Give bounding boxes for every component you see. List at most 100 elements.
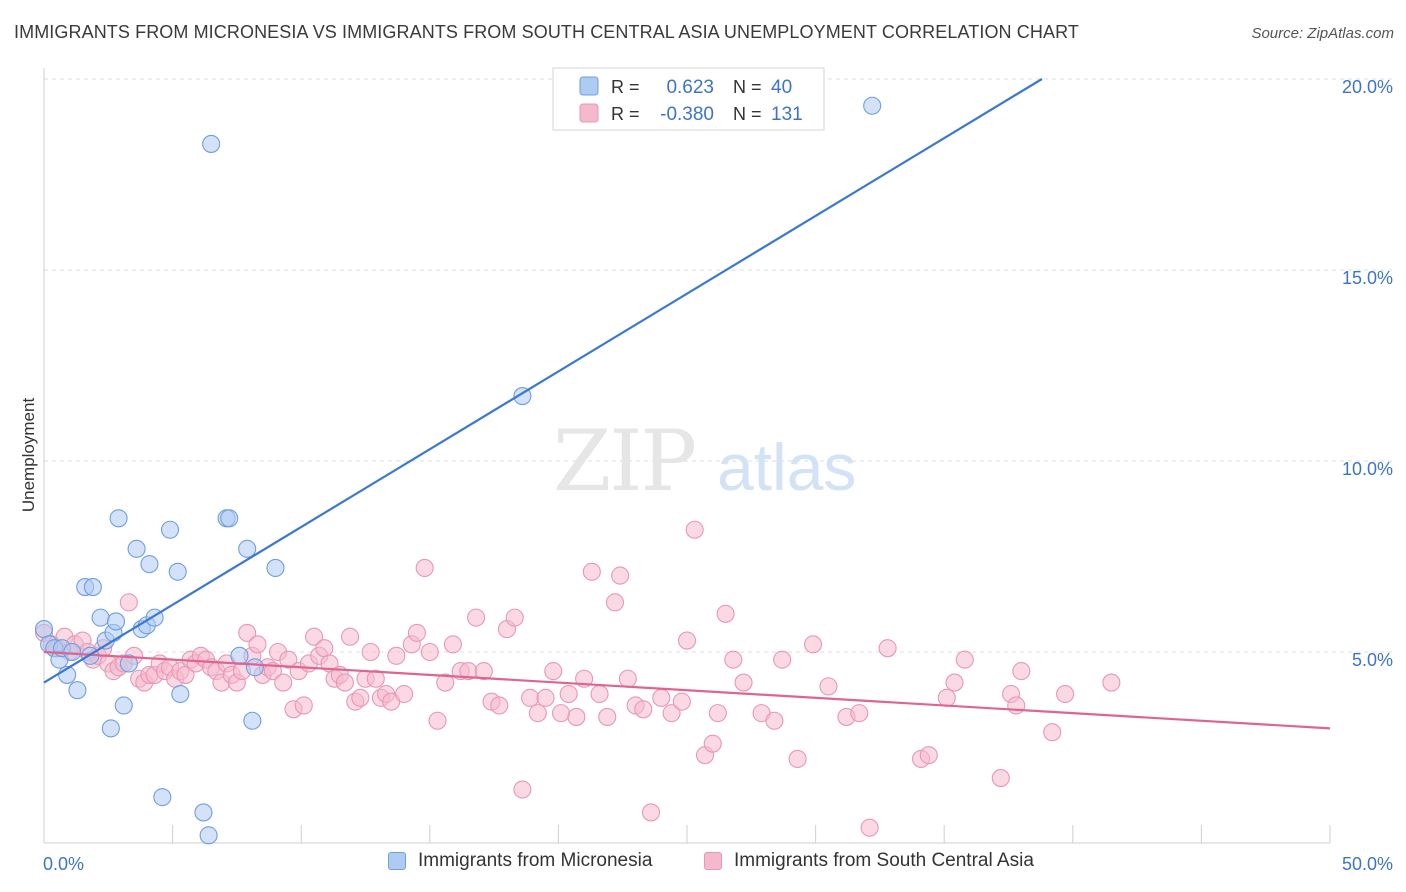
south-central-asia-point bbox=[490, 696, 509, 715]
south-central-asia-point bbox=[708, 704, 727, 723]
south-central-asia-point bbox=[536, 688, 555, 707]
micronesia-point bbox=[119, 654, 138, 673]
micronesia-point bbox=[153, 788, 172, 807]
south-central-asia-point bbox=[335, 673, 354, 692]
south-central-asia-point bbox=[420, 642, 439, 662]
south-central-asia-point bbox=[1043, 723, 1062, 742]
south-central-asia-point bbox=[765, 711, 784, 730]
south-central-asia-point bbox=[611, 566, 630, 585]
south-central-asia-point bbox=[1012, 662, 1031, 681]
south-central-asia-point bbox=[467, 608, 486, 627]
micronesia-point bbox=[91, 608, 110, 627]
south-central-asia-point bbox=[819, 677, 838, 696]
south-central-asia-point bbox=[305, 627, 324, 646]
micronesia-point bbox=[68, 681, 87, 700]
south-central-asia-point bbox=[521, 688, 540, 707]
south-central-asia-point bbox=[505, 608, 524, 627]
micronesia-point bbox=[83, 578, 102, 597]
south-central-asia-point bbox=[634, 700, 653, 719]
south-central-asia-point bbox=[474, 662, 493, 681]
south-central-asia-point bbox=[677, 631, 697, 650]
y-tick-label: 10.0% bbox=[1342, 459, 1393, 479]
micronesia-point bbox=[114, 696, 133, 715]
y-tick-label: 15.0% bbox=[1342, 268, 1393, 288]
y-axis-label: Unemployment bbox=[19, 398, 38, 513]
y-tick-label: 20.0% bbox=[1342, 77, 1393, 97]
south-central-asia-point bbox=[672, 692, 691, 711]
south-central-asia-point bbox=[351, 688, 370, 707]
south-central-asia-point bbox=[274, 673, 293, 692]
south-central-asia-point bbox=[567, 707, 586, 726]
south-central-asia-point bbox=[248, 635, 267, 654]
south-central-asia-point bbox=[955, 650, 974, 669]
micronesia-point bbox=[266, 558, 285, 578]
south-central-asia-points bbox=[34, 520, 1121, 837]
legend-n-value: 40 bbox=[771, 77, 792, 98]
legend-label-micronesia: Immigrants from Micronesia bbox=[418, 850, 653, 871]
south-central-asia-point bbox=[937, 688, 956, 707]
south-central-asia-point bbox=[428, 711, 447, 730]
x-axis-ticks bbox=[43, 825, 1331, 843]
legend-r-value: 0.623 bbox=[666, 77, 714, 98]
legend-swatch-micronesia bbox=[388, 852, 406, 870]
micronesia-point bbox=[243, 711, 262, 730]
south-central-asia-point bbox=[238, 623, 257, 642]
south-central-asia-point bbox=[551, 704, 571, 723]
micronesia-point bbox=[863, 96, 882, 115]
micronesia-point bbox=[199, 826, 218, 845]
micronesia-point bbox=[34, 620, 54, 639]
south-central-asia-point bbox=[652, 688, 671, 707]
south-central-asia-point bbox=[662, 704, 681, 723]
south-central-asia-point bbox=[443, 635, 462, 654]
legend-n-value: 131 bbox=[771, 104, 803, 125]
watermark-zip: ZIP bbox=[553, 412, 695, 510]
micronesia-point bbox=[106, 612, 126, 631]
south-central-asia-point bbox=[724, 650, 743, 669]
south-central-asia-point bbox=[544, 662, 563, 681]
south-central-asia-point bbox=[315, 639, 334, 658]
south-central-asia-point bbox=[341, 627, 360, 646]
micronesia-point bbox=[101, 719, 120, 738]
micronesia-point bbox=[63, 642, 82, 662]
watermark-atlas: atlas bbox=[717, 430, 856, 504]
south-central-asia-point bbox=[598, 707, 617, 726]
south-central-asia-point bbox=[618, 669, 637, 688]
legend-swatch-micronesia bbox=[579, 76, 599, 96]
micronesia-point bbox=[171, 684, 190, 704]
south-central-asia-point bbox=[513, 780, 532, 799]
micronesia-point bbox=[220, 509, 239, 528]
micronesia-trend-line bbox=[43, 78, 1043, 684]
south-central-asia-point bbox=[685, 520, 704, 539]
south-central-asia-point bbox=[590, 684, 609, 704]
south-central-asia-point bbox=[559, 684, 578, 704]
south-central-asia-point bbox=[366, 669, 385, 688]
south-central-asia-point bbox=[788, 749, 807, 769]
south-central-asia-trend-line bbox=[43, 650, 1331, 730]
legend-swatch-south-central-asia bbox=[704, 852, 722, 870]
south-central-asia-point bbox=[860, 818, 879, 837]
legend-swatch-south-central-asia bbox=[579, 103, 599, 123]
south-central-asia-point bbox=[850, 704, 869, 723]
correlation-legend: R = 0.623 N = 40 R = -0.380 N = 131 bbox=[552, 67, 825, 131]
south-central-asia-point bbox=[387, 646, 406, 665]
x-tick-label-min: 0.0% bbox=[43, 854, 84, 874]
south-central-asia-point bbox=[716, 604, 735, 623]
legend-r-label: R = bbox=[611, 104, 640, 124]
south-central-asia-point bbox=[279, 650, 298, 669]
south-central-asia-point bbox=[991, 769, 1010, 788]
south-central-asia-point bbox=[919, 746, 938, 765]
micronesia-point bbox=[194, 803, 213, 822]
south-central-asia-point bbox=[415, 558, 434, 578]
gridlines bbox=[44, 78, 1392, 653]
y-tick-label: 5.0% bbox=[1352, 650, 1393, 670]
south-central-asia-point bbox=[436, 673, 455, 692]
legend-n-label: N = bbox=[733, 77, 762, 97]
south-central-asia-point bbox=[878, 639, 897, 658]
south-central-asia-point bbox=[703, 734, 722, 753]
south-central-asia-point bbox=[395, 684, 414, 704]
legend-label-south-central-asia: Immigrants from South Central Asia bbox=[734, 850, 1034, 871]
south-central-asia-point bbox=[361, 642, 380, 662]
south-central-asia-point bbox=[734, 673, 753, 692]
micronesia-point bbox=[160, 520, 180, 539]
